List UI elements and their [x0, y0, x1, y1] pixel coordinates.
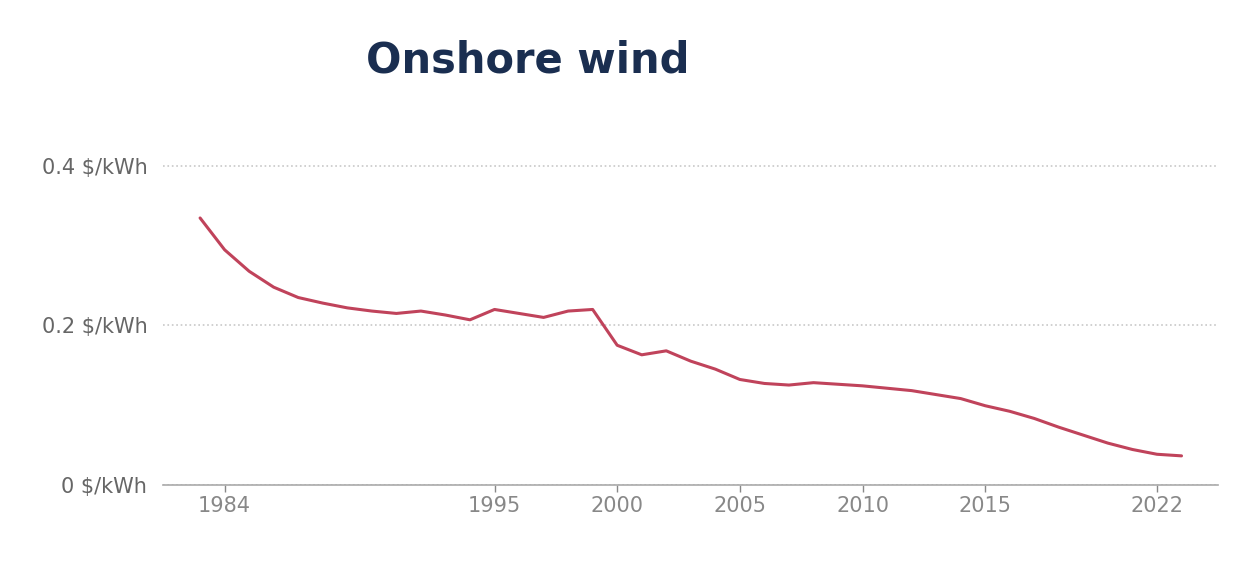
Text: Onshore wind: Onshore wind [365, 40, 690, 82]
